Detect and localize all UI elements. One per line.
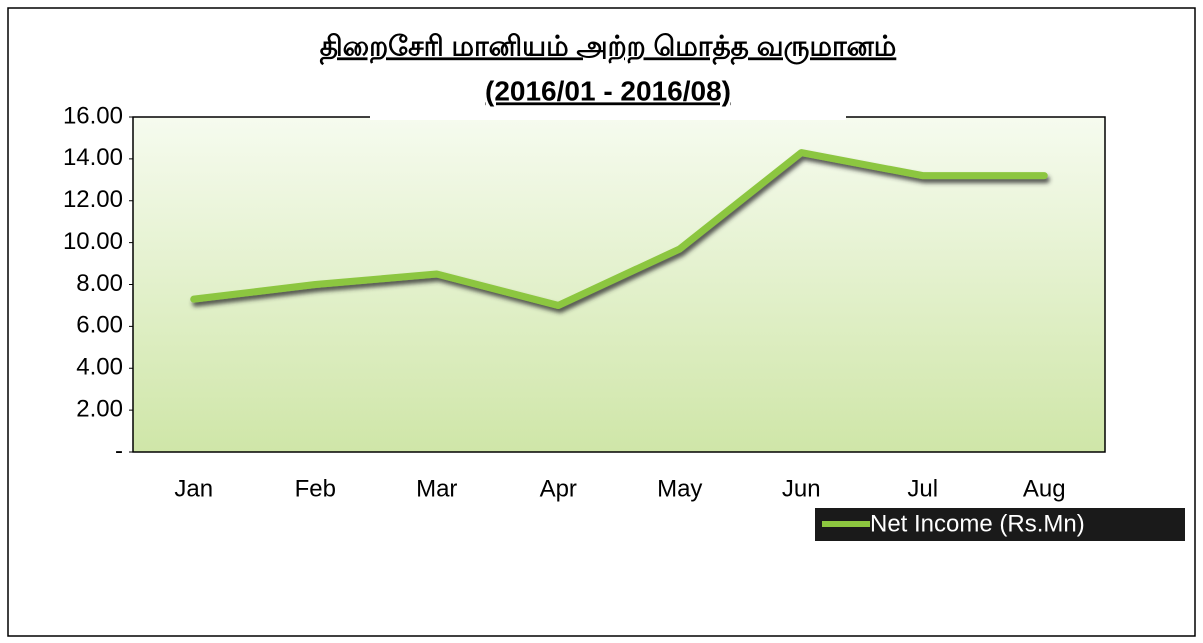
x-tick-label: Jul — [907, 475, 938, 502]
x-tick-label: Jun — [782, 475, 821, 502]
y-tick-label: 4.00 — [76, 354, 123, 381]
y-tick-label: 10.00 — [63, 228, 123, 255]
x-tick-label: May — [657, 475, 702, 502]
x-tick-label: Aug — [1023, 475, 1066, 502]
y-tick-label: 6.00 — [76, 312, 123, 339]
legend-label: Net Income (Rs.Mn) — [870, 510, 1085, 537]
chart-subtitle: (2016/01 - 2016/08) — [485, 75, 731, 106]
y-tick-label: 12.00 — [63, 186, 123, 213]
x-tick-label: Mar — [416, 475, 457, 502]
y-tick-label: 8.00 — [76, 270, 123, 297]
chart-title: திறைசேரி மானியம் அற்ற மொத்த வருமானம் — [320, 30, 897, 65]
y-tick-label: 2.00 — [76, 395, 123, 422]
legend — [815, 508, 1185, 541]
y-tick-label: - — [115, 437, 123, 464]
y-tick-label: 16.00 — [63, 102, 123, 129]
plot-area — [132, 116, 1106, 453]
x-tick-label: Jan — [174, 475, 213, 502]
x-tick-label: Feb — [295, 475, 336, 502]
title-backdrop — [370, 106, 846, 120]
series-line — [190, 149, 1048, 309]
x-tick-label: Apr — [540, 475, 577, 502]
y-tick-label: 14.00 — [63, 144, 123, 171]
